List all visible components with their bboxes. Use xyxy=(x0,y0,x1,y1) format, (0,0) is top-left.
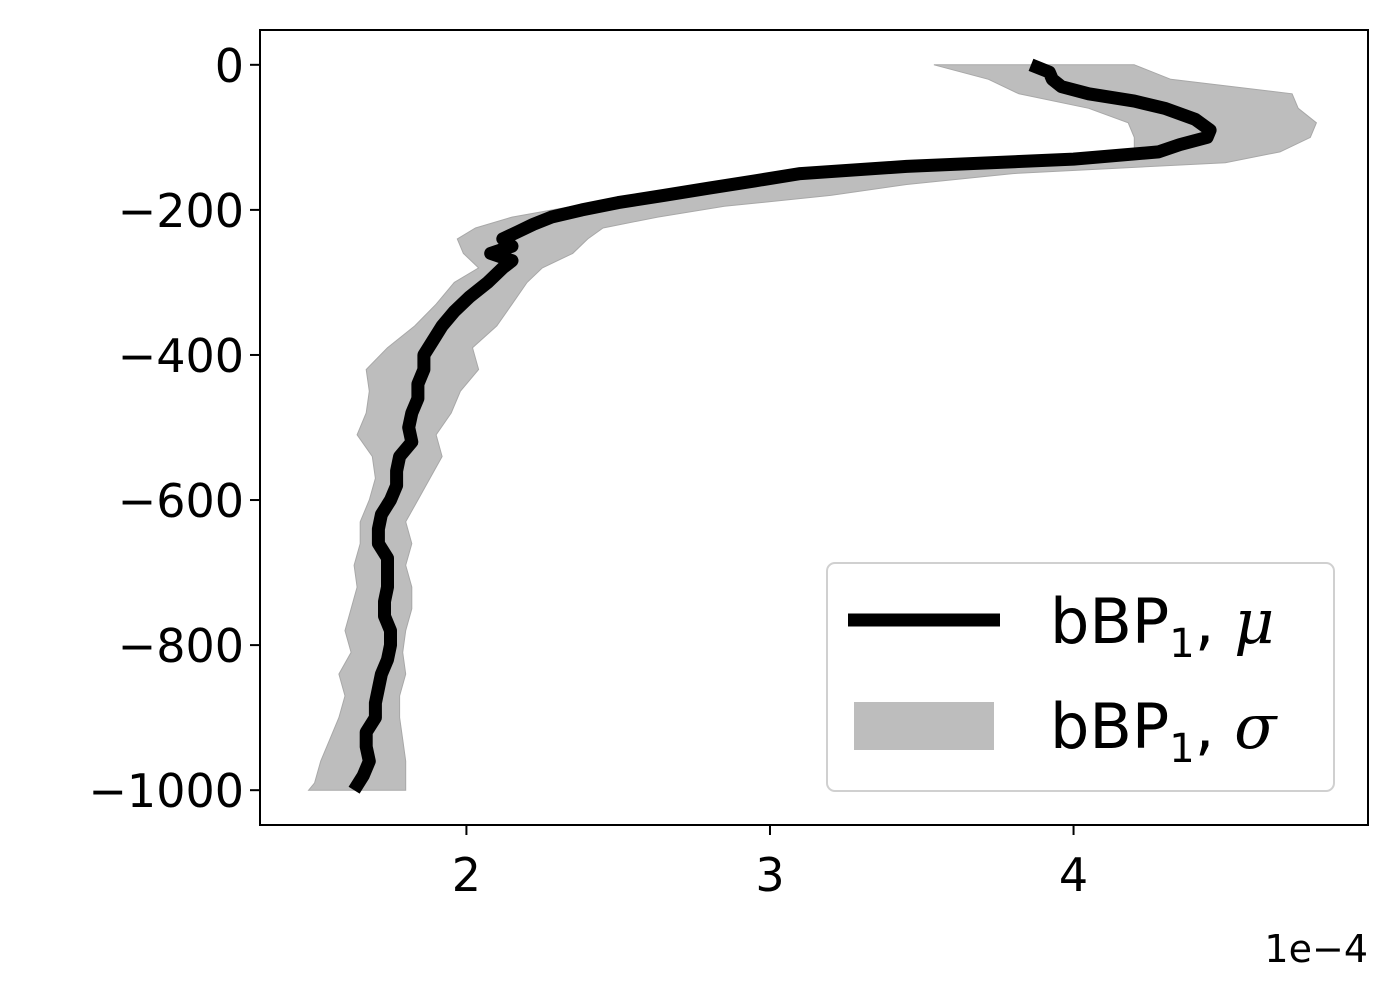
y-tick-label: −200 xyxy=(118,184,244,238)
legend-mean-sub: 1 xyxy=(1169,621,1194,667)
y-tick-label: 0 xyxy=(215,39,244,93)
y-tick-label: −800 xyxy=(118,619,244,673)
legend: bBP1, μ bBP1, σ xyxy=(826,562,1335,792)
legend-std-swatch xyxy=(854,702,994,750)
y-tick-label: −1000 xyxy=(88,764,244,818)
legend-std-greek: σ xyxy=(1234,690,1278,763)
legend-mean-sep: , xyxy=(1195,585,1234,658)
axes-frame xyxy=(259,29,1369,826)
y-tick-label: −600 xyxy=(118,474,244,528)
y-tick-label: −400 xyxy=(118,329,244,383)
x-tick-label: 3 xyxy=(755,848,784,902)
x-tick-label: 4 xyxy=(1059,848,1088,902)
x-axis-offset-label: 1e−4 xyxy=(1264,927,1368,971)
legend-mean-label: bBP1, μ xyxy=(1050,585,1274,667)
legend-std-sep: , xyxy=(1195,690,1234,763)
y-axis: 0 −200 −400 −600 −800 −1000 xyxy=(88,39,260,818)
plot-area xyxy=(307,58,1318,794)
x-tick-label: 2 xyxy=(452,848,481,902)
legend-mean-greek: μ xyxy=(1234,585,1274,658)
mean-line xyxy=(348,58,1217,794)
legend-mean-base: bBP xyxy=(1050,585,1169,658)
legend-std-label: bBP1, σ xyxy=(1050,690,1278,772)
legend-std-sub: 1 xyxy=(1169,726,1194,772)
std-band xyxy=(307,64,1318,791)
legend-std-base: bBP xyxy=(1050,690,1169,763)
x-axis: 2 3 4 xyxy=(452,825,1088,902)
